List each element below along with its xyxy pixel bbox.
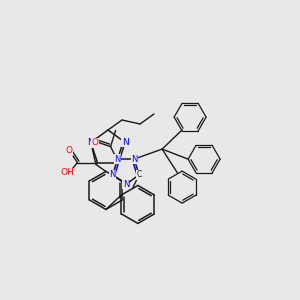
Text: N: N [115, 154, 121, 164]
Text: N: N [131, 154, 137, 164]
Text: O: O [66, 146, 73, 155]
Text: N: N [88, 138, 94, 147]
Text: N: N [110, 170, 116, 179]
Text: N: N [123, 180, 129, 189]
Text: O: O [91, 138, 98, 147]
Text: C: C [136, 170, 142, 179]
Text: OH: OH [61, 168, 74, 177]
Text: N: N [122, 138, 128, 147]
